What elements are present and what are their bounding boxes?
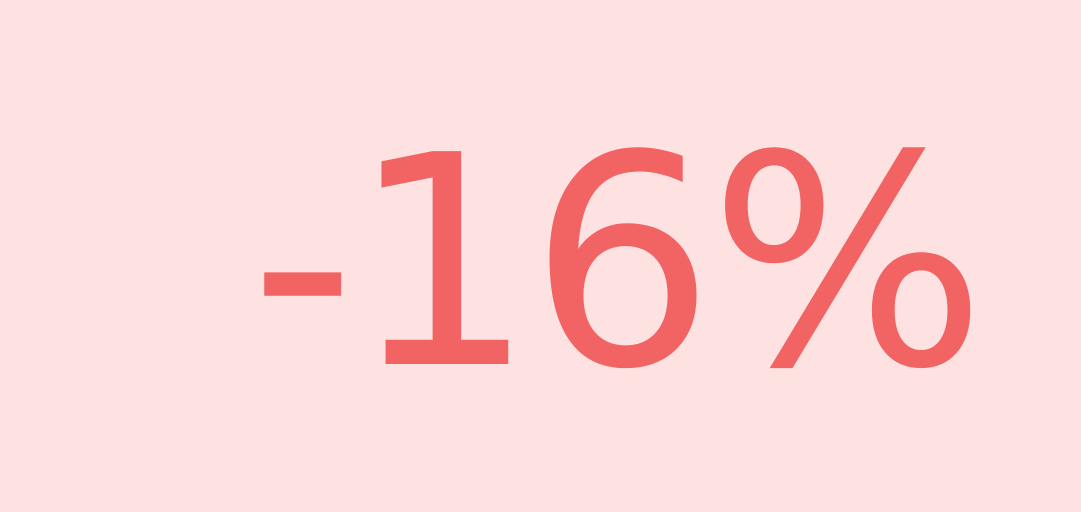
percentage-change-value: -16%: [250, 93, 986, 433]
